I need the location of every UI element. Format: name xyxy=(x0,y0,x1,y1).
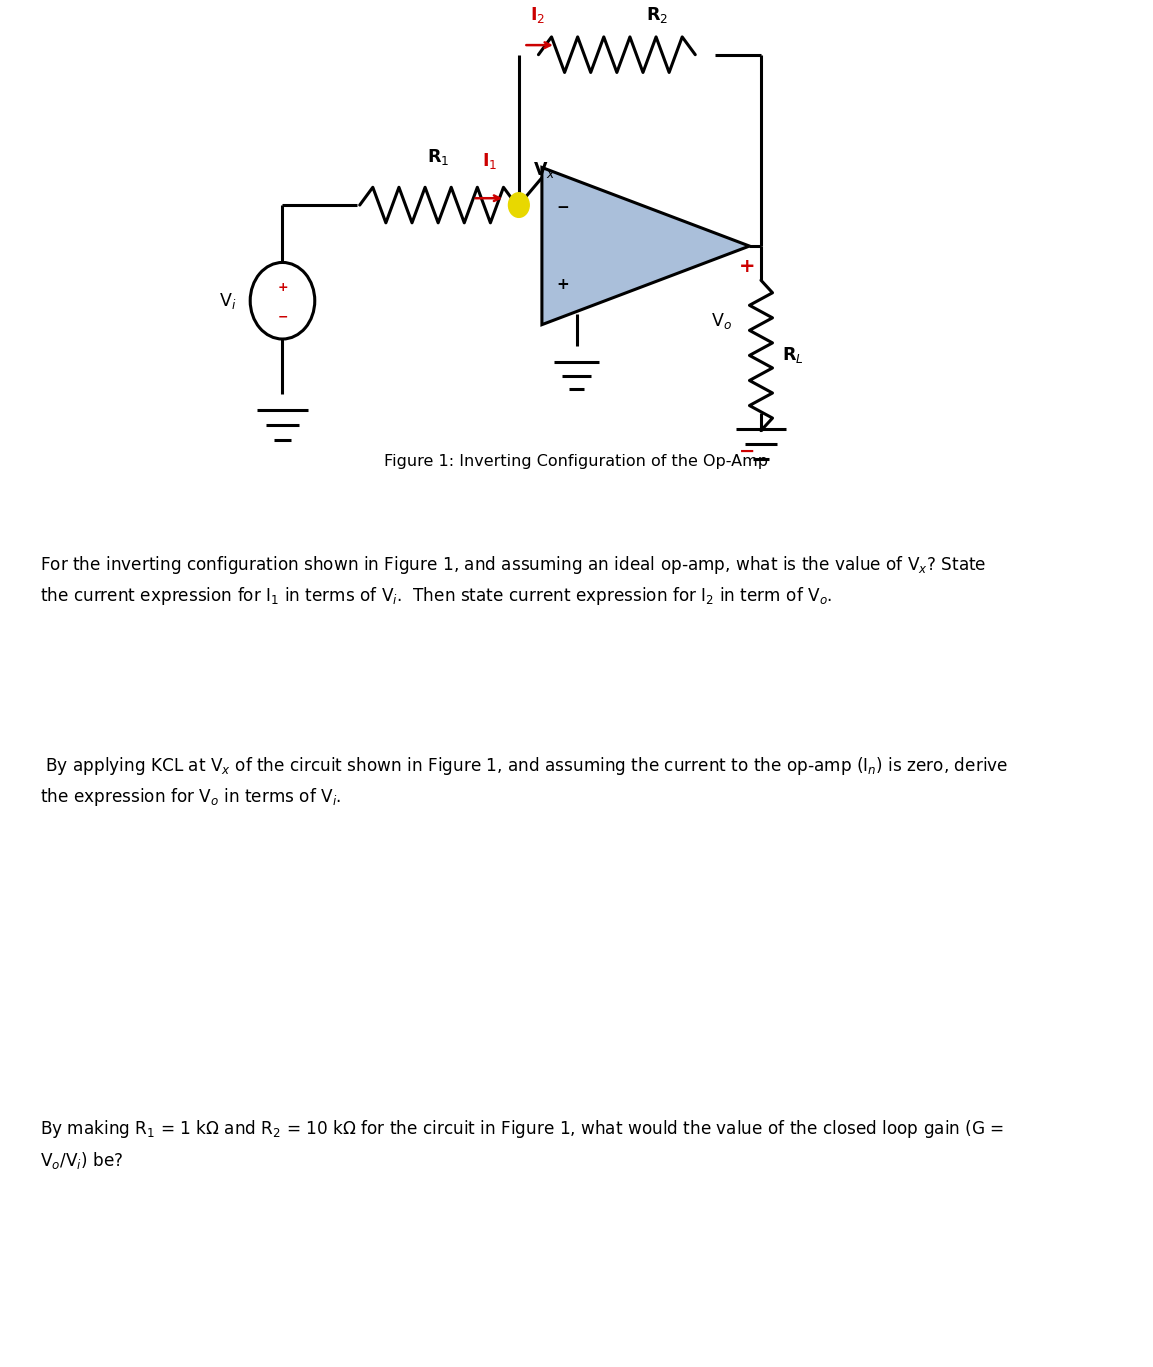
Text: I$_1$: I$_1$ xyxy=(482,150,498,171)
Text: For the inverting configuration shown in Figure 1, and assuming an ideal op-amp,: For the inverting configuration shown in… xyxy=(40,554,987,607)
Text: −: − xyxy=(739,442,755,461)
Text: By making R$_1$ = 1 kΩ and R$_2$ = 10 kΩ for the circuit in Figure 1, what would: By making R$_1$ = 1 kΩ and R$_2$ = 10 kΩ… xyxy=(40,1118,1004,1170)
Text: I$_2$: I$_2$ xyxy=(530,4,545,25)
Circle shape xyxy=(508,193,529,217)
Text: R$_1$: R$_1$ xyxy=(427,146,450,167)
Text: V$_i$: V$_i$ xyxy=(219,291,236,310)
Text: +: + xyxy=(739,257,755,276)
Text: R$_2$: R$_2$ xyxy=(646,4,668,25)
Text: −: − xyxy=(277,310,288,324)
Text: V$_o$: V$_o$ xyxy=(711,312,732,331)
Text: +: + xyxy=(556,278,570,291)
Text: R$_L$: R$_L$ xyxy=(782,346,804,365)
Text: V$_x$: V$_x$ xyxy=(533,160,556,180)
Text: Figure 1: Inverting Configuration of the Op-Amp: Figure 1: Inverting Configuration of the… xyxy=(384,454,769,469)
Text: By applying KCL at V$_x$ of the circuit shown in Figure 1, and assuming the curr: By applying KCL at V$_x$ of the circuit … xyxy=(40,755,1009,808)
Text: −: − xyxy=(556,201,570,215)
Polygon shape xyxy=(542,167,749,325)
Text: +: + xyxy=(277,280,288,294)
